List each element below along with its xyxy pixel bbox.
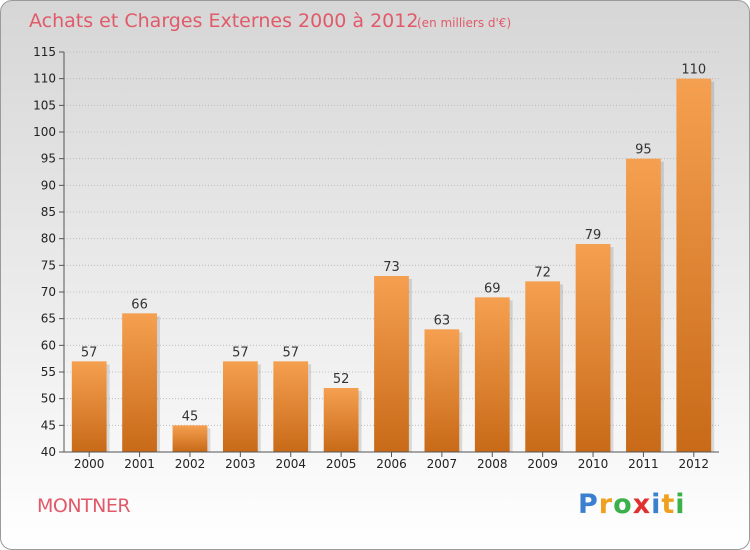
x-tick-label-2004: 2004 (275, 457, 306, 471)
bar-2009 (525, 281, 561, 452)
x-tick-label-2010: 2010 (578, 457, 609, 471)
y-tick-label: 40 (41, 445, 56, 459)
value-labels: 57 66 45 57 57 52 73 63 69 72 79 95 110 (81, 63, 706, 425)
bar-2001 (122, 313, 157, 452)
y-tick-label: 55 (41, 365, 56, 379)
x-axis: 2000 2001 2002 2003 2004 2005 2006 2007 2008 2009… (64, 451, 719, 471)
bars (71, 78, 715, 453)
y-tick-label: 90 (41, 178, 56, 192)
value-label-2007: 63 (434, 313, 451, 328)
location-name: MONTNER (37, 495, 131, 517)
x-tick-label-2011: 2011 (628, 457, 659, 471)
y-tick-label: 100 (33, 125, 56, 139)
y-tick-label: 60 (41, 338, 56, 352)
bar-2002 (172, 425, 208, 452)
value-label-2005: 52 (333, 372, 350, 387)
logo-letter: i (675, 489, 686, 520)
value-label-2001: 66 (131, 297, 148, 312)
logo-letter: o (613, 489, 633, 520)
x-tick-label-2002: 2002 (175, 457, 206, 471)
bar-2003 (222, 361, 258, 452)
logo-letter: r (598, 489, 614, 520)
logo-letter: t (661, 489, 676, 520)
chart-subtitle: (en milliers d'€) (417, 16, 511, 30)
bar-2005 (323, 388, 359, 452)
bar-2004 (273, 361, 309, 452)
y-tick-label: 80 (41, 232, 56, 246)
y-tick-label: 70 (41, 285, 56, 299)
logo-letter: x (632, 489, 652, 520)
x-tick-label-2007: 2007 (427, 457, 458, 471)
value-label-2006: 73 (383, 260, 400, 275)
y-tick-label: 115 (33, 45, 56, 59)
value-label-2008: 69 (484, 281, 501, 296)
y-tick-label: 85 (41, 205, 56, 219)
bar-2008 (474, 297, 510, 452)
x-tick-label-2001: 2001 (124, 457, 155, 471)
x-tick-label-2005: 2005 (326, 457, 357, 471)
proxiti-logo: Proxiti (578, 489, 686, 520)
logo-letter: i (651, 489, 662, 520)
value-label-2000: 57 (81, 345, 98, 360)
value-label-2009: 72 (534, 265, 551, 280)
y-tick-label: 75 (41, 258, 56, 272)
value-label-2010: 79 (585, 228, 602, 243)
value-label-2003: 57 (232, 345, 249, 360)
y-axis: 40 45 50 55 60 65 70 75 80 85 90 95 100 105 110 115 (33, 45, 65, 459)
bar-2000 (71, 361, 107, 452)
y-tick-label: 50 (41, 392, 56, 406)
y-tick-label: 65 (41, 312, 56, 326)
bar-2012 (676, 78, 712, 453)
value-label-2011: 95 (635, 143, 652, 158)
y-tick-label: 45 (41, 418, 56, 432)
x-tick-label-2012: 2012 (679, 457, 710, 471)
value-label-2012: 110 (681, 63, 706, 78)
y-tick-label: 110 (33, 72, 56, 86)
bar-2006 (374, 276, 409, 452)
x-tick-label-2009: 2009 (527, 457, 558, 471)
y-tick-label: 105 (33, 98, 56, 112)
x-tick-label-2003: 2003 (225, 457, 256, 471)
value-label-2004: 57 (282, 345, 299, 360)
x-tick-label-2008: 2008 (477, 457, 508, 471)
value-label-2002: 45 (182, 409, 199, 424)
x-tick-label-2000: 2000 (74, 457, 105, 471)
bar-2010 (575, 244, 611, 452)
x-tick-label-2006: 2006 (376, 457, 407, 471)
bar-2011 (626, 158, 661, 452)
logo-letter: P (578, 489, 599, 520)
chart-title: Achats et Charges Externes 2000 à 2012 (29, 10, 418, 32)
y-tick-label: 95 (41, 152, 56, 166)
bar-2007 (424, 329, 460, 452)
